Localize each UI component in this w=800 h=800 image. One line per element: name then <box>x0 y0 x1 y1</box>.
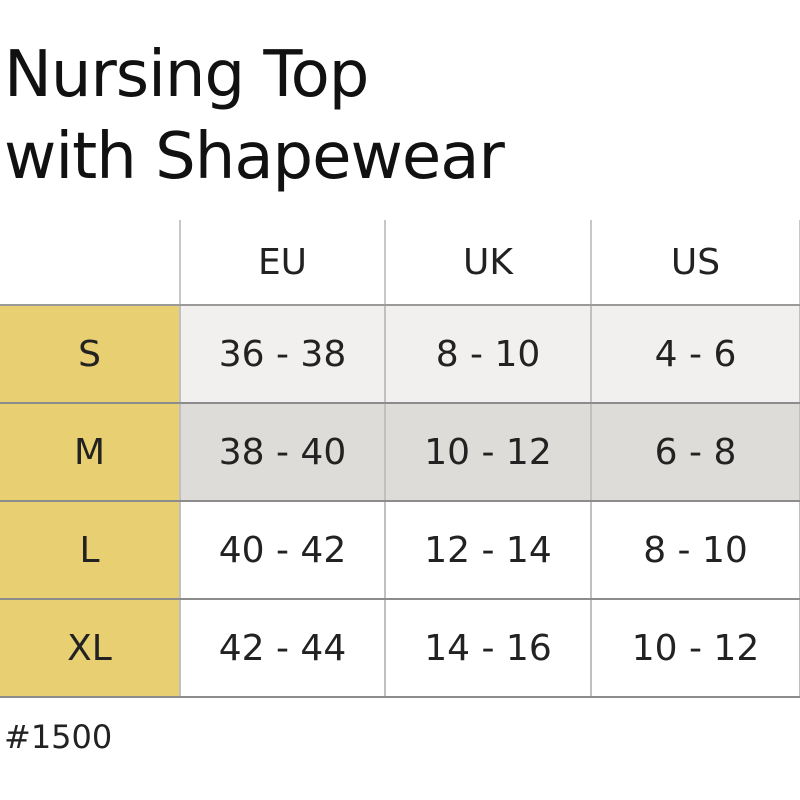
size-label: XL <box>0 599 180 698</box>
product-code: #1500 <box>4 718 113 756</box>
title-line-2: with Shapewear <box>4 120 505 194</box>
eu-value: 40 - 42 <box>179 501 385 600</box>
us-value: 4 - 6 <box>590 305 800 404</box>
table-row: S 36 - 38 8 - 10 4 - 6 <box>0 305 800 404</box>
header-corner-cell <box>0 220 180 306</box>
us-value: 10 - 12 <box>590 599 800 698</box>
eu-value: 38 - 40 <box>179 403 385 502</box>
header-eu: EU <box>179 220 385 306</box>
uk-value: 14 - 16 <box>384 599 591 698</box>
table-header-row: EU UK US <box>0 220 800 306</box>
table-row: XL 42 - 44 14 - 16 10 - 12 <box>0 599 800 698</box>
uk-value: 10 - 12 <box>384 403 591 502</box>
us-value: 8 - 10 <box>590 501 800 600</box>
table-row: L 40 - 42 12 - 14 8 - 10 <box>0 501 800 600</box>
size-label: M <box>0 403 180 502</box>
us-value: 6 - 8 <box>590 403 800 502</box>
header-uk: UK <box>384 220 591 306</box>
table-row: M 38 - 40 10 - 12 6 - 8 <box>0 403 800 502</box>
size-label: S <box>0 305 180 404</box>
size-chart-table: EU UK US S 36 - 38 8 - 10 4 - 6 M 38 - 4… <box>0 220 800 698</box>
eu-value: 36 - 38 <box>179 305 385 404</box>
uk-value: 8 - 10 <box>384 305 591 404</box>
size-label: L <box>0 501 180 600</box>
page-title: Nursing Top with Shapewear <box>4 34 505 198</box>
uk-value: 12 - 14 <box>384 501 591 600</box>
header-us: US <box>590 220 800 306</box>
eu-value: 42 - 44 <box>179 599 385 698</box>
title-line-1: Nursing Top <box>4 38 369 112</box>
